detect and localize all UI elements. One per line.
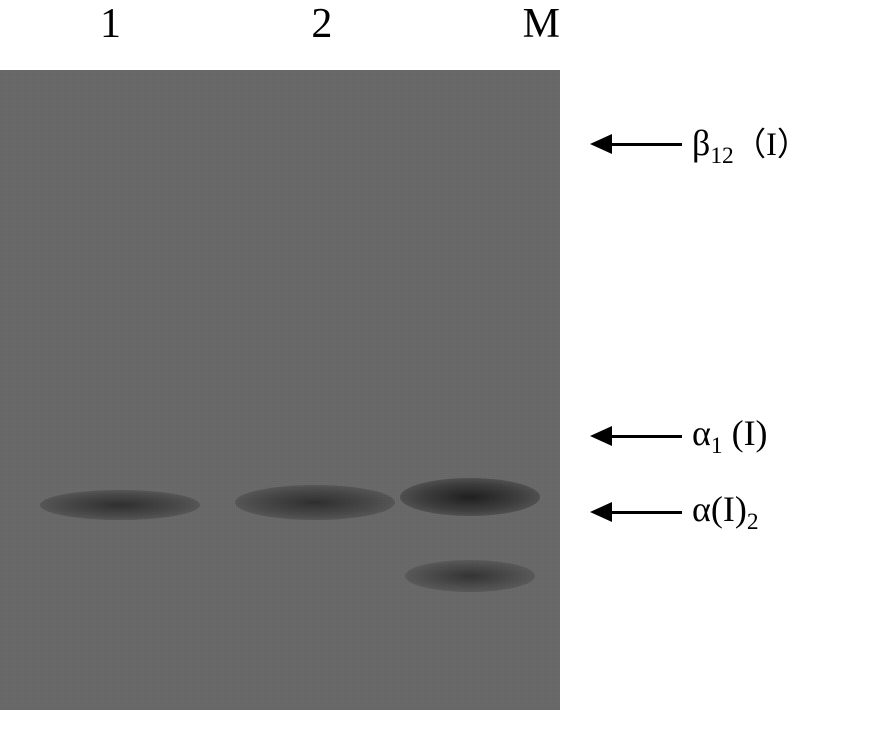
label-alpha2-sub: 2 [747,509,759,535]
lane-labels-row: 1 2 M [70,0,590,48]
arrow-line-icon [612,143,682,146]
band-lane2-alpha1 [235,485,395,520]
arrow-icon [590,426,682,446]
arrow-head-icon [590,502,612,522]
band-lane1-alpha1 [40,490,200,520]
arrow-line-icon [612,435,682,438]
arrow-line-icon [612,511,682,514]
label-beta12-sub: 12 [710,143,733,169]
arrow-icon [590,502,682,522]
label-alpha1-suffix: (I) [723,413,768,453]
annotation-alpha1: α1 (I) [590,412,768,460]
lane-label-2: 2 [311,0,332,48]
arrow-head-icon [590,134,612,154]
annotation-alpha2: α(I)2 [590,488,759,536]
arrow-head-icon [590,426,612,446]
band-laneM-alpha1 [400,478,540,516]
label-beta12-suffix: （I） [734,127,810,163]
arrow-icon [590,134,682,154]
lane-label-1: 1 [100,0,121,48]
annotation-beta12: β12（I） [590,118,809,170]
label-beta12: β12（I） [692,118,809,170]
label-alpha1-sub: 1 [711,433,723,459]
label-alpha2-prefix: α(I) [692,489,747,529]
gel-figure: 1 2 M β12（I） α1 (I) α(I)2 [0,0,894,743]
band-laneM-alpha2 [405,560,535,592]
label-alpha2: α(I)2 [692,488,759,536]
label-alpha1-prefix: α [692,413,711,453]
lane-label-M: M [523,0,560,48]
gel-image [0,70,560,710]
label-alpha1: α1 (I) [692,412,768,460]
label-beta12-prefix: β [692,123,710,163]
